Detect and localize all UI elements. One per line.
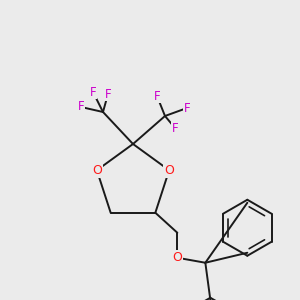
- Text: F: F: [90, 85, 96, 98]
- Text: O: O: [164, 164, 174, 177]
- Text: F: F: [172, 122, 178, 134]
- Text: F: F: [184, 101, 190, 115]
- Text: O: O: [92, 164, 102, 177]
- Text: F: F: [154, 89, 160, 103]
- Text: F: F: [105, 88, 111, 100]
- Text: O: O: [172, 251, 182, 264]
- Text: F: F: [78, 100, 84, 113]
